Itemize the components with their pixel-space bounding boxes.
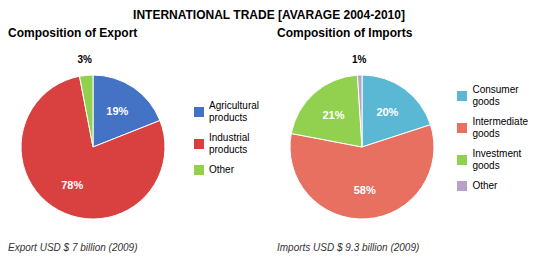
svg-text:3%: 3% — [78, 54, 93, 65]
svg-text:19%: 19% — [106, 105, 128, 117]
html-text:Composition of Imports: Composition of Imports — [277, 26, 413, 40]
html-text:Intermediate goods: Intermediate goods — [472, 116, 528, 139]
html-text:Composition of Export: Composition of Export — [8, 26, 138, 40]
html-text:Imports USD $ 9.3 billion (200: Imports USD $ 9.3 billion (2009) — [277, 242, 420, 253]
html-text:Export USD $ 7 billion (2009): Export USD $ 7 billion (2009) — [8, 242, 138, 253]
html-text:Other: Other — [209, 164, 234, 175]
svg-text:21%: 21% — [322, 109, 344, 121]
html-text:Industrial products: Industrial products — [209, 132, 250, 155]
svg-text:1%: 1% — [352, 54, 367, 65]
html-text:Agricultural products: Agricultural products — [209, 100, 259, 123]
svg-text:58%: 58% — [354, 184, 376, 196]
svg-text:78%: 78% — [61, 179, 83, 191]
html-text:Consumer goods: Consumer goods — [472, 84, 519, 107]
html-text:Investment goods: Investment goods — [472, 148, 522, 171]
html-text:Other: Other — [472, 180, 498, 191]
svg-text:20%: 20% — [376, 106, 398, 118]
html-text:INTERNATIONAL TRADE [AVARAGE 2: INTERNATIONAL TRADE [AVARAGE 2004-2010] — [133, 8, 405, 22]
